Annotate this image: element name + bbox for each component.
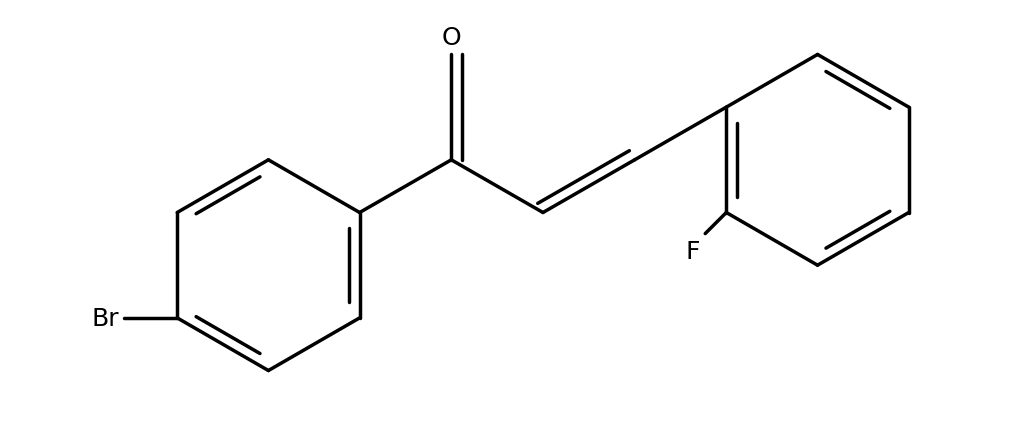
Text: Br: Br (91, 306, 119, 330)
Text: F: F (686, 239, 700, 263)
Text: O: O (441, 26, 462, 50)
